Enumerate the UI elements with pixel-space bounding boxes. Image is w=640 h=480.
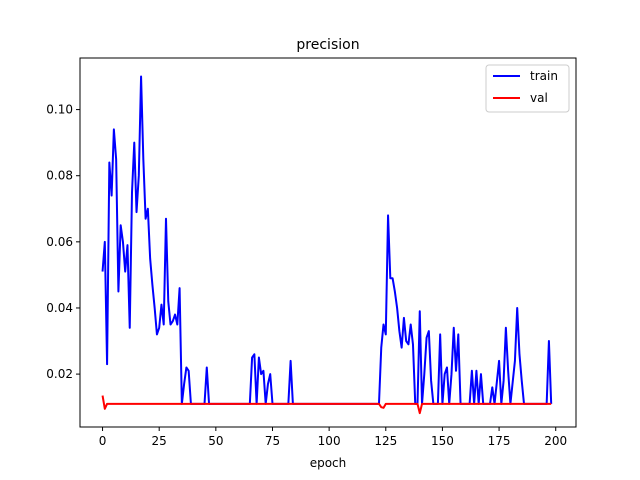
y-tick-label: 0.02 xyxy=(46,367,73,381)
plot-area xyxy=(80,58,576,427)
y-tick-label: 0.06 xyxy=(46,235,73,249)
y-tick-label: 0.08 xyxy=(46,169,73,183)
x-tick-label: 50 xyxy=(208,434,223,448)
x-tick-label: 75 xyxy=(265,434,280,448)
series-line-train xyxy=(101,75,553,405)
legend-label-train: train xyxy=(530,69,558,83)
x-tick-label: 175 xyxy=(488,434,511,448)
x-tick-label: 200 xyxy=(544,434,567,448)
plot-background xyxy=(80,58,576,427)
legend-label-val: val xyxy=(530,91,548,105)
axes-frame xyxy=(79,57,577,428)
y-tick-label: 0.04 xyxy=(46,301,73,315)
legend: train val xyxy=(485,64,570,113)
y-tick-label: 0.10 xyxy=(46,103,73,117)
series-layer xyxy=(101,75,553,415)
x-tick-label: 125 xyxy=(374,434,397,448)
chart-title: precision xyxy=(296,37,359,53)
axes-layer: 0 25 50 75 100 125 150 175 200 0.02 0.04 0.06 0.08 0.… xyxy=(46,57,577,448)
x-tick-label: 0 xyxy=(99,434,107,448)
series-line-val xyxy=(101,395,552,415)
x-tick-label: 150 xyxy=(431,434,454,448)
x-tick-label: 100 xyxy=(318,434,341,448)
x-axis-label: epoch xyxy=(310,456,347,470)
x-tick-label: 25 xyxy=(152,434,167,448)
